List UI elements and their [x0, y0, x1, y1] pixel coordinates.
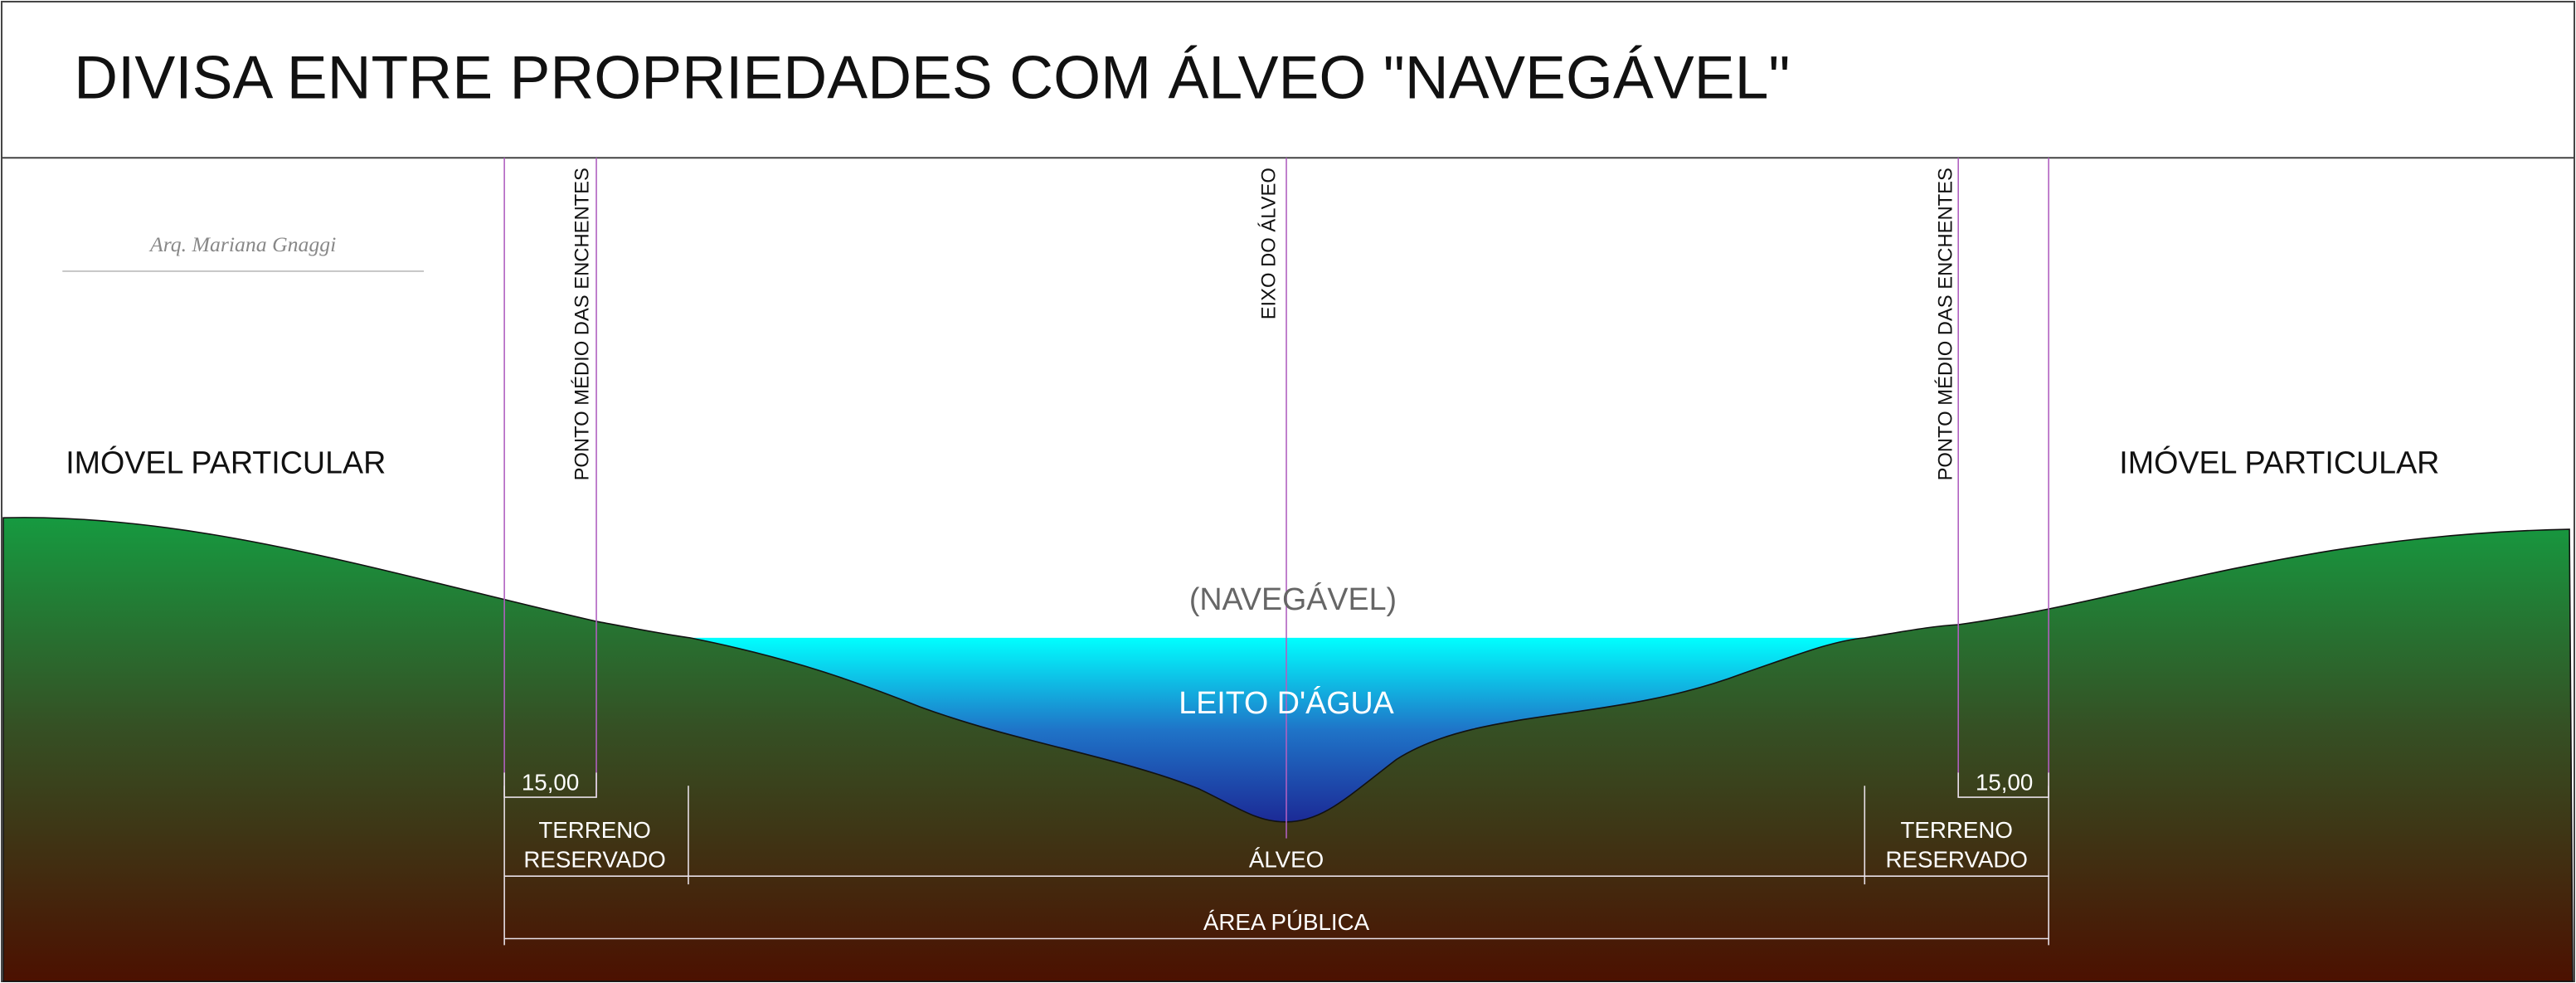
axis-lines: [503, 158, 2049, 839]
dimensions: [503, 772, 2049, 946]
dim-value: 15,00: [1976, 770, 2033, 796]
dim-line: [503, 772, 597, 798]
logo-signature: Arq. Mariana Gnaggi: [148, 232, 336, 256]
reserved-label: RESERVADO: [1885, 847, 2027, 873]
right-property: IMÓVEL PARTICULAR: [2119, 445, 2439, 480]
water-bed-label: LEITO D'ÁGUA: [1179, 685, 1394, 720]
title: DIVISA ENTRE PROPRIEDADES COM ÁLVEO "NAV…: [74, 43, 1790, 111]
reserved-label: TERRENO: [1900, 817, 2013, 843]
navigable-label: (NAVEGÁVEL): [1189, 582, 1397, 616]
reserved-label: RESERVADO: [523, 847, 665, 873]
logo: Arq. Mariana Gnaggi: [62, 232, 425, 272]
axis-label: EIXO DO ÁLVEO: [1257, 168, 1280, 319]
public-area-label: ÁREA PÚBLICA: [1203, 909, 1370, 935]
left-property: IMÓVEL PARTICULAR: [66, 445, 386, 480]
flood-label: PONTO MÉDIO DAS ENCHENTES: [571, 168, 593, 480]
reserved-label: TERRENO: [538, 817, 651, 843]
dim-value: 15,00: [522, 770, 579, 796]
flood-label: PONTO MÉDIO DAS ENCHENTES: [1935, 168, 1957, 480]
dim-line: [1957, 772, 2049, 798]
channel-label: ÁLVEO: [1249, 847, 1324, 873]
